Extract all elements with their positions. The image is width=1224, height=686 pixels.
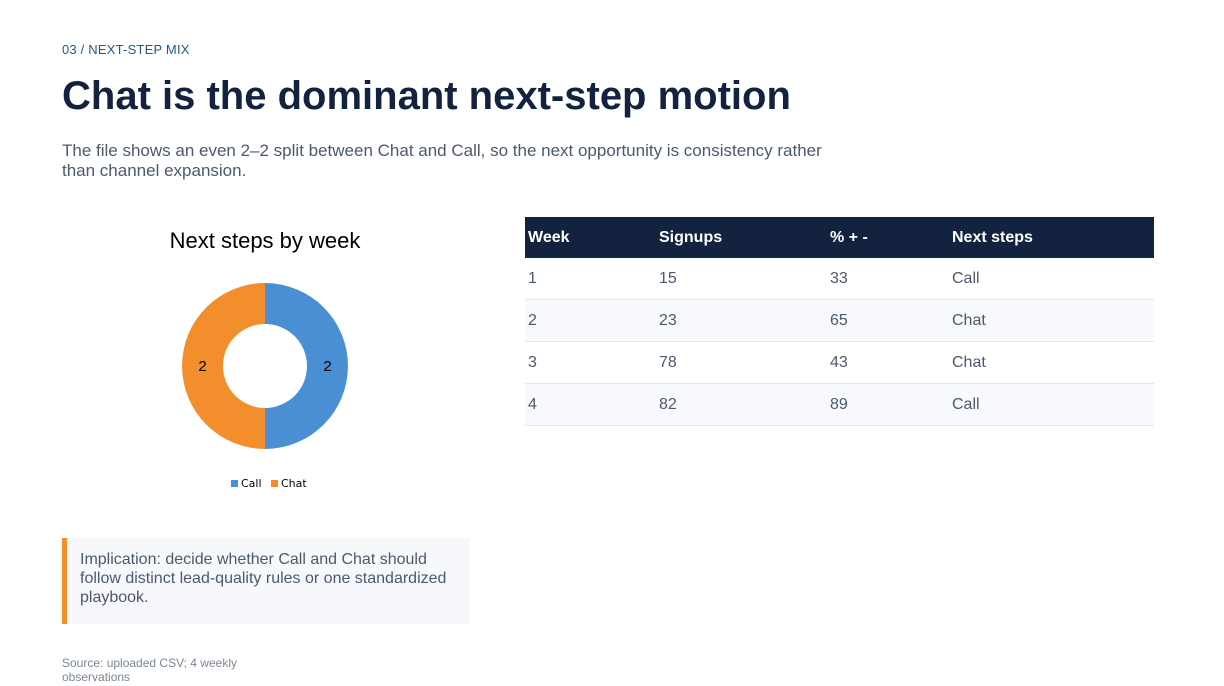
source-note: Source: uploaded CSV; 4 weekly observati… — [62, 656, 237, 684]
slice-call — [265, 283, 348, 449]
chart-data-labels: 22 — [198, 358, 331, 375]
cell-next-steps: Chat — [949, 299, 1154, 342]
legend-swatch-chat — [271, 480, 278, 487]
cell-percent: 65 — [827, 299, 949, 342]
implication-callout: Implication: decide whether Call and Cha… — [62, 538, 470, 624]
cell-signups: 23 — [656, 299, 827, 342]
column-header-signups: Signups — [656, 217, 827, 258]
donut-chart-svg: Next steps by week 22 Call Chat — [170, 228, 362, 490]
cell-next-steps: Call — [949, 258, 1154, 300]
cell-percent: 89 — [827, 383, 949, 426]
table-row: 2 23 65 Chat — [525, 299, 1154, 342]
table-row: 1 15 33 Call — [525, 258, 1154, 300]
cell-next-steps: Call — [949, 383, 1154, 426]
chart-title: Next steps by week — [170, 228, 362, 253]
next-steps-table: Week Signups % + - Next steps 1 15 33 Ca… — [525, 217, 1154, 426]
cell-next-steps: Chat — [949, 341, 1154, 384]
data-label-chat: 2 — [198, 358, 206, 375]
page-title: Chat is the dominant next-step motion — [62, 74, 791, 118]
column-header-next-steps: Next steps — [949, 217, 1154, 258]
chart-slices — [182, 283, 348, 449]
chart-legend: Call Chat — [231, 477, 307, 490]
column-header-percent: % + - — [827, 217, 949, 258]
table-row: 3 78 43 Chat — [525, 341, 1154, 384]
cell-signups: 82 — [656, 383, 827, 426]
cell-percent: 33 — [827, 258, 949, 300]
cell-week: 4 — [525, 383, 656, 426]
legend-swatch-call — [231, 480, 238, 487]
legend-label-chat: Chat — [281, 477, 307, 490]
cell-week: 1 — [525, 258, 656, 300]
cell-signups: 78 — [656, 341, 827, 384]
data-label-call: 2 — [323, 358, 331, 375]
column-header-week: Week — [525, 217, 656, 258]
section-kicker: 03 / NEXT-STEP MIX — [62, 42, 190, 57]
cell-week: 3 — [525, 341, 656, 384]
cell-signups: 15 — [656, 258, 827, 300]
cell-percent: 43 — [827, 341, 949, 384]
cell-week: 2 — [525, 299, 656, 342]
legend-label-call: Call — [241, 477, 262, 490]
table-header-row: Week Signups % + - Next steps — [525, 217, 1154, 258]
slice-chat — [182, 283, 265, 449]
table-row: 4 82 89 Call — [525, 383, 1154, 426]
page-subtitle: The file shows an even 2–2 split between… — [62, 141, 822, 180]
